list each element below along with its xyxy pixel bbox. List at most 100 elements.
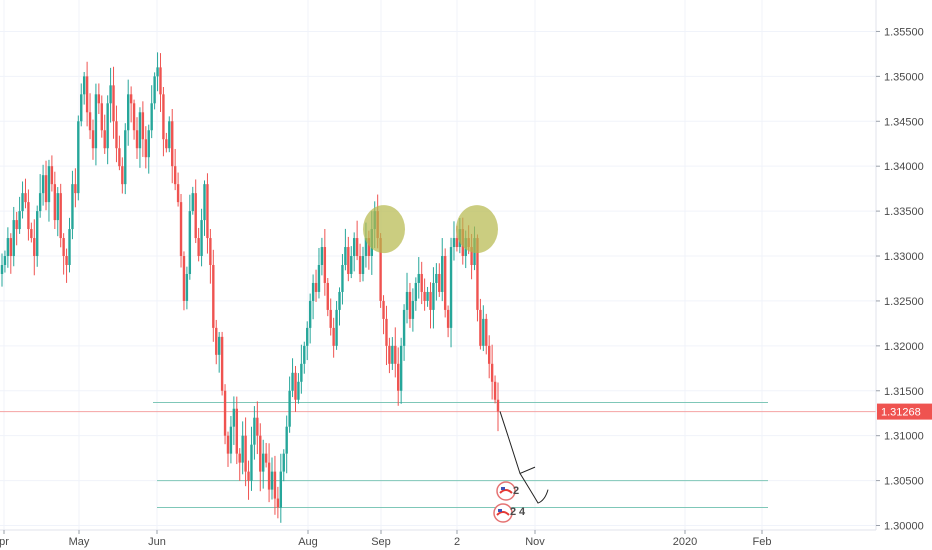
candle-body <box>449 247 453 328</box>
candle-body <box>485 318 488 346</box>
price-tick-label: 1.30500 <box>884 476 924 488</box>
candle-body <box>311 282 315 301</box>
time-tick-label: Nov <box>525 536 545 548</box>
candle-body <box>429 291 432 310</box>
candle-body <box>68 229 71 265</box>
candle-body <box>379 238 382 301</box>
time-tick-label: Aug <box>298 536 318 548</box>
candle-body <box>250 444 253 481</box>
candle-body <box>487 345 491 364</box>
candle-body <box>144 139 148 158</box>
highlight-circle <box>456 205 498 254</box>
candle-body <box>417 273 420 283</box>
candle-body <box>432 282 435 310</box>
flag-canton <box>501 487 505 490</box>
candle-body <box>364 238 368 257</box>
candle-body <box>226 435 230 454</box>
candle-body <box>74 184 77 194</box>
candle-body <box>212 265 215 328</box>
candle-body <box>388 345 391 364</box>
candle-body <box>326 282 329 310</box>
candle-body <box>9 238 13 257</box>
candle-body <box>335 309 338 346</box>
price-tick-label: 1.32500 <box>884 296 924 308</box>
candle-body <box>291 372 294 391</box>
candle-body <box>256 417 259 436</box>
highlight-circle <box>363 205 405 254</box>
candle-body <box>203 184 206 221</box>
candle-body <box>317 265 321 292</box>
price-tick-label: 1.33500 <box>884 206 924 218</box>
candle-body <box>411 300 415 319</box>
candle-body <box>397 363 400 391</box>
highlight-circles <box>363 205 498 254</box>
current-price-label: 1.31268 <box>881 407 921 419</box>
candle-body <box>112 85 115 122</box>
price-tick-label: 1.35500 <box>884 26 924 38</box>
candle-body <box>232 408 236 427</box>
candlestick-series <box>0 52 500 523</box>
candle-body <box>30 229 33 239</box>
candle-body <box>27 202 30 230</box>
candle-body <box>344 247 347 265</box>
time-tick-label: pr <box>0 536 9 548</box>
candle-body <box>220 336 224 391</box>
candle-body <box>455 238 459 248</box>
candle-body <box>118 148 121 167</box>
candle-body <box>399 345 403 391</box>
candle-body <box>15 220 18 230</box>
price-axis[interactable]: 1.30000 1.30500 1.31000 1.31500 1.32000 1.325… <box>876 26 924 533</box>
candle-body <box>282 453 285 472</box>
event-badge-count: 2 <box>513 485 519 497</box>
projection-arrow <box>499 411 549 504</box>
candle-body <box>156 67 159 77</box>
candle-body <box>217 336 221 355</box>
candle-body <box>394 345 397 364</box>
price-tick-label: 1.34000 <box>884 161 924 173</box>
candle-body <box>129 94 133 104</box>
candle-body <box>306 327 309 346</box>
candle-body <box>124 130 127 185</box>
candle-body <box>71 184 74 230</box>
price-tick-label: 1.30000 <box>884 521 924 533</box>
candle-body <box>446 309 450 328</box>
candle-body <box>59 193 62 239</box>
candle-body <box>85 76 89 113</box>
candle-body <box>3 256 7 265</box>
event-badge-count: 4 <box>519 506 526 518</box>
candle-body <box>127 94 130 131</box>
candle-body <box>361 256 365 274</box>
candle-body <box>21 193 24 212</box>
candle-body <box>153 76 156 104</box>
candle-body <box>276 498 280 508</box>
candle-body <box>77 121 80 194</box>
flag-icon <box>499 489 513 494</box>
candle-body <box>452 238 456 248</box>
current-price-badge <box>877 403 932 420</box>
candle-body <box>235 408 238 454</box>
candle-body <box>206 184 209 239</box>
candle-body <box>185 273 189 301</box>
candle-body <box>147 130 150 158</box>
event-badges: 2 2 4 <box>493 481 526 523</box>
candle-body <box>62 238 65 257</box>
flag-canton <box>498 509 502 512</box>
current-price-tag: 1.31268 <box>877 403 932 420</box>
candle-body <box>50 166 54 185</box>
candle-body <box>426 291 429 301</box>
candle-body <box>420 273 423 292</box>
candle-body <box>47 166 51 203</box>
flag-icon <box>496 511 510 516</box>
candle-body <box>385 318 388 346</box>
candle-body <box>38 193 42 212</box>
candle-body <box>493 381 497 400</box>
candle-body <box>100 103 103 131</box>
candle-body <box>109 85 112 104</box>
candle-body <box>241 435 244 463</box>
time-axis[interactable]: pr May Jun Aug Sep 2 Nov 2020 Feb <box>0 530 771 548</box>
candle-body <box>367 238 371 257</box>
candle-body <box>65 256 68 265</box>
price-tick-label: 1.32000 <box>884 341 924 353</box>
